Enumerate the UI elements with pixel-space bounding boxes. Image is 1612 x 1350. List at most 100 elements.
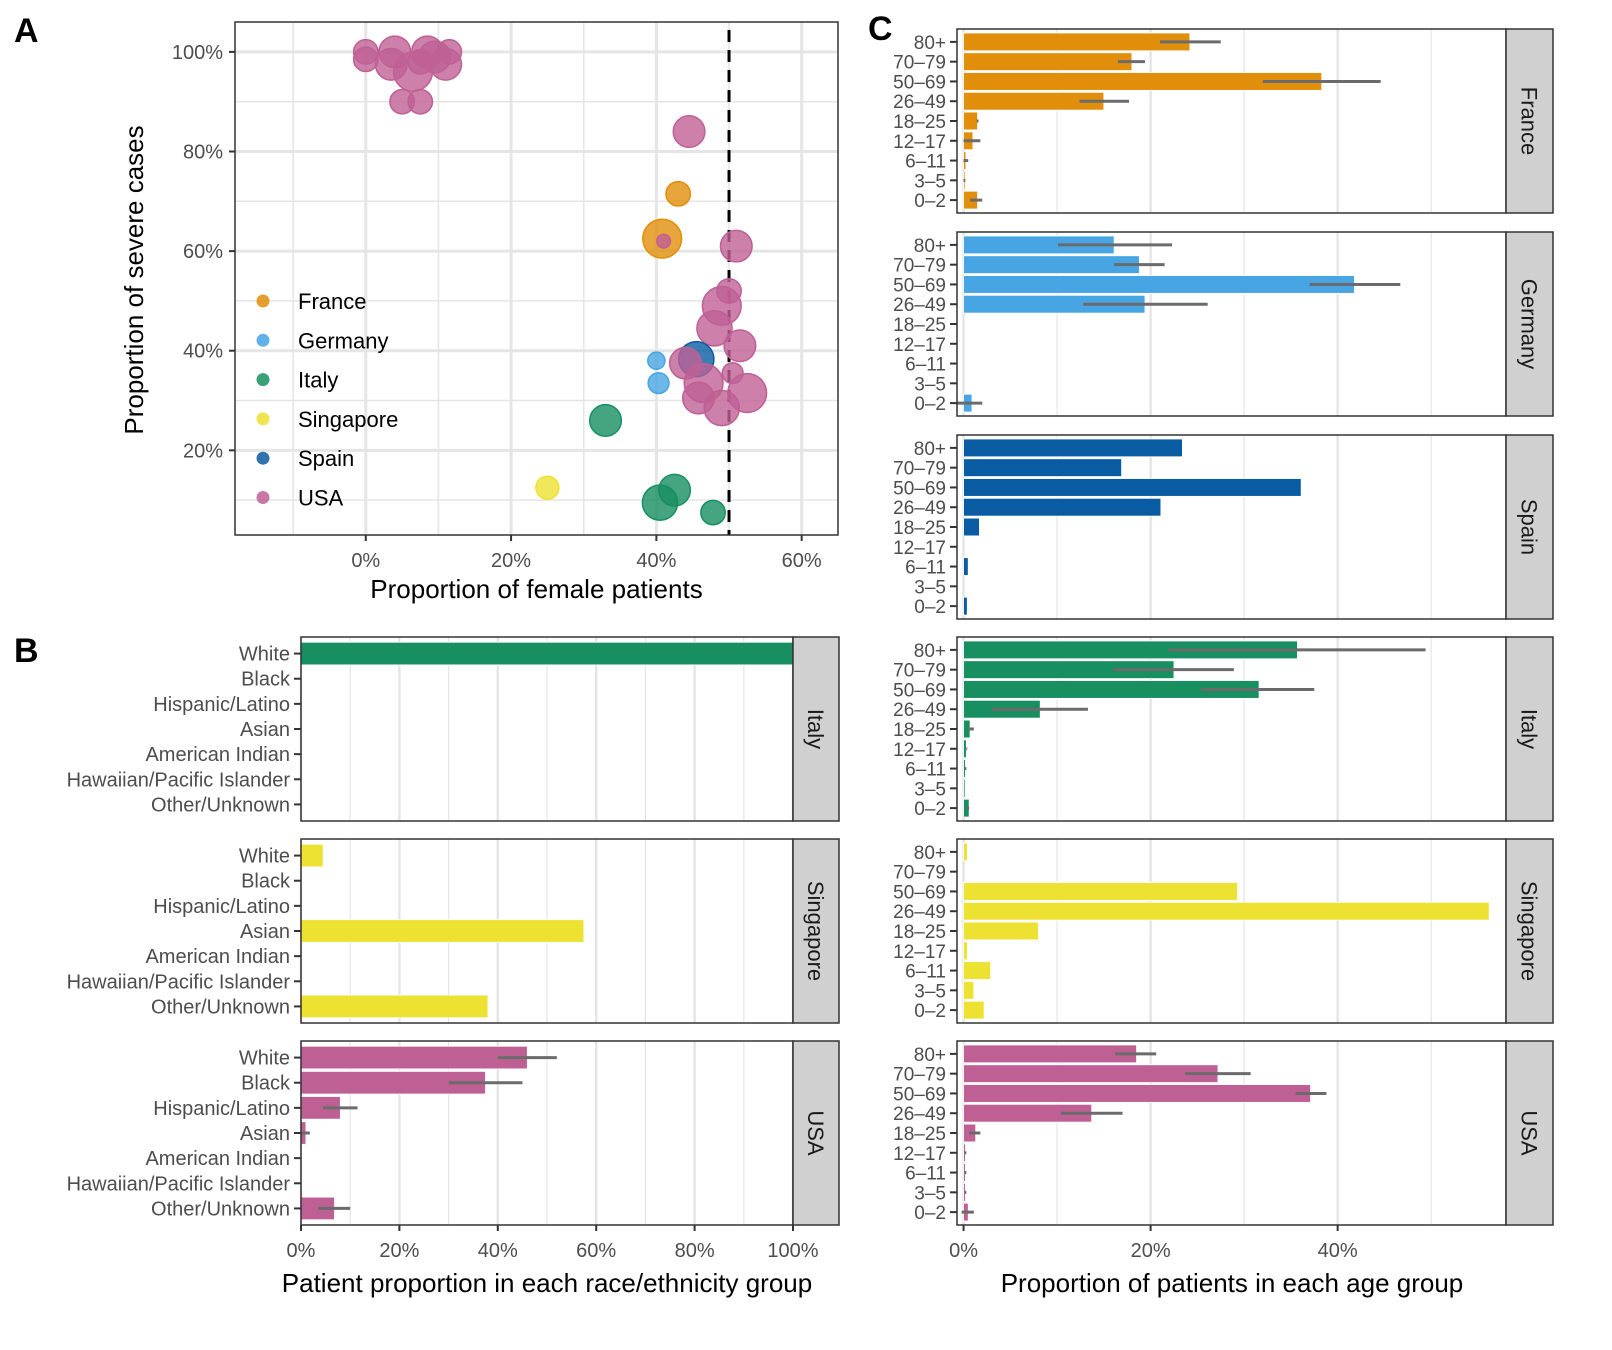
facet-strip-label-usa: USA — [1517, 1110, 1542, 1156]
category-label: 70–79 — [893, 863, 946, 884]
category-label: White — [239, 644, 290, 666]
category-label: 3–5 — [914, 1183, 946, 1204]
facet-strip-label-france: France — [1517, 87, 1542, 155]
bar-spain — [963, 517, 980, 537]
legend-label-france: France — [298, 289, 366, 314]
bar-panel-c: 80+70–7950–6926–4918–2512–176–113–50–2Fr… — [893, 28, 1554, 1298]
category-label: 12–17 — [893, 132, 946, 153]
category-label: 0–2 — [914, 394, 946, 415]
bar-singapore — [300, 843, 324, 868]
scatter-point-usa — [672, 115, 706, 149]
scatter-point-usa — [703, 389, 741, 427]
category-label: 3–5 — [914, 779, 946, 800]
bar-singapore — [300, 919, 585, 943]
category-label: 50–69 — [893, 882, 946, 903]
facet-strip — [792, 838, 840, 1024]
x-axis-title: Proportion of female patients — [370, 574, 702, 604]
x-tick-label: 20% — [379, 1240, 419, 1262]
category-label: American Indian — [145, 744, 290, 766]
category-label: 6–11 — [905, 962, 946, 983]
bar-usa — [963, 1064, 1219, 1083]
legend-key-germany — [256, 333, 270, 347]
bar-spain — [963, 557, 969, 576]
facet-strip — [1505, 231, 1554, 417]
category-label: Black — [241, 1073, 291, 1095]
category-label: 50–69 — [893, 680, 946, 701]
scatter-point-usa — [719, 229, 753, 263]
category-label: 6–11 — [905, 1164, 946, 1185]
facet-strip — [1505, 434, 1554, 620]
category-label: 12–17 — [893, 1144, 946, 1165]
y-tick-label: 80% — [183, 141, 223, 163]
scatter-point-usa — [429, 47, 463, 81]
legend-label-italy: Italy — [298, 368, 338, 393]
category-label: 3–5 — [914, 577, 946, 598]
bar-germany — [963, 275, 1355, 294]
scatter-point-usa — [696, 309, 733, 347]
category-label: Other/Unknown — [151, 996, 290, 1018]
category-label: American Indian — [145, 946, 290, 968]
bar-singapore — [963, 961, 992, 980]
bar-usa — [963, 1084, 1311, 1103]
x-tick-label: 0% — [949, 1240, 978, 1262]
category-label: 70–79 — [893, 661, 946, 682]
scatter-point-italy — [700, 499, 726, 526]
legend-label-germany: Germany — [298, 328, 388, 353]
bar-singapore — [963, 901, 1490, 921]
bar-spain — [963, 478, 1302, 497]
bar-spain — [963, 497, 1162, 517]
category-label: American Indian — [145, 1148, 290, 1170]
plot-border — [234, 21, 839, 536]
category-label: Asian — [240, 1123, 290, 1145]
category-label: 80+ — [914, 1045, 946, 1066]
category-label: 0–2 — [914, 1203, 946, 1224]
category-label: Hawaiian/Pacific Islander — [67, 769, 291, 791]
scatter-point-usa — [407, 88, 434, 115]
legend-label-spain: Spain — [298, 446, 354, 471]
y-tick-label: 60% — [183, 241, 223, 263]
category-label: Hispanic/Latino — [153, 896, 290, 918]
scatter-point-italy — [641, 484, 679, 521]
bar-spain — [963, 458, 1123, 477]
facet-strip-label-usa: USA — [803, 1110, 828, 1156]
facet-strip — [1505, 28, 1554, 214]
bar-singapore — [963, 882, 1238, 901]
legend-key-italy — [256, 373, 270, 387]
category-label: White — [239, 846, 290, 868]
category-label: 0–2 — [914, 799, 946, 820]
bar-spain — [963, 596, 968, 616]
category-label: 3–5 — [914, 171, 946, 192]
category-label: Black — [241, 871, 291, 893]
x-tick-label: 100% — [767, 1240, 818, 1262]
y-axis-title: Proportion of severe cases — [119, 125, 149, 434]
y-tick-label: 20% — [183, 440, 223, 462]
category-label: 12–17 — [893, 335, 946, 356]
x-tick-label: 40% — [636, 550, 676, 572]
facet-strip — [1505, 838, 1554, 1024]
category-label: 26–49 — [893, 92, 946, 113]
x-tick-label: 0% — [351, 550, 380, 572]
category-label: 12–17 — [893, 538, 946, 559]
bar-spain — [963, 438, 1183, 458]
category-label: 80+ — [914, 236, 946, 257]
panel-label-c: C — [868, 10, 893, 48]
x-tick-label: 60% — [576, 1240, 616, 1262]
facet-strip — [792, 636, 840, 822]
facet-strip — [792, 1040, 840, 1226]
bar-singapore — [963, 981, 975, 1000]
bar-singapore — [300, 994, 489, 1019]
category-label: 18–25 — [893, 315, 946, 336]
scatter-point-singapore — [535, 475, 560, 500]
category-label: Hispanic/Latino — [153, 694, 290, 716]
bar-italy — [963, 779, 966, 798]
scatter-point-france — [665, 180, 692, 207]
facet-background — [957, 839, 1506, 1023]
facet-strip — [1505, 636, 1554, 822]
scatter-panel-a: France Germany Italy Singapore Spain USA 0% 20%… — [119, 21, 839, 604]
category-label: 12–17 — [893, 942, 946, 963]
category-label: 12–17 — [893, 740, 946, 761]
x-axis-title: Proportion of patients in each age group — [1001, 1268, 1464, 1298]
x-tick-label: 60% — [782, 550, 822, 572]
category-label: 6–11 — [905, 152, 946, 173]
category-label: 18–25 — [893, 1124, 946, 1145]
